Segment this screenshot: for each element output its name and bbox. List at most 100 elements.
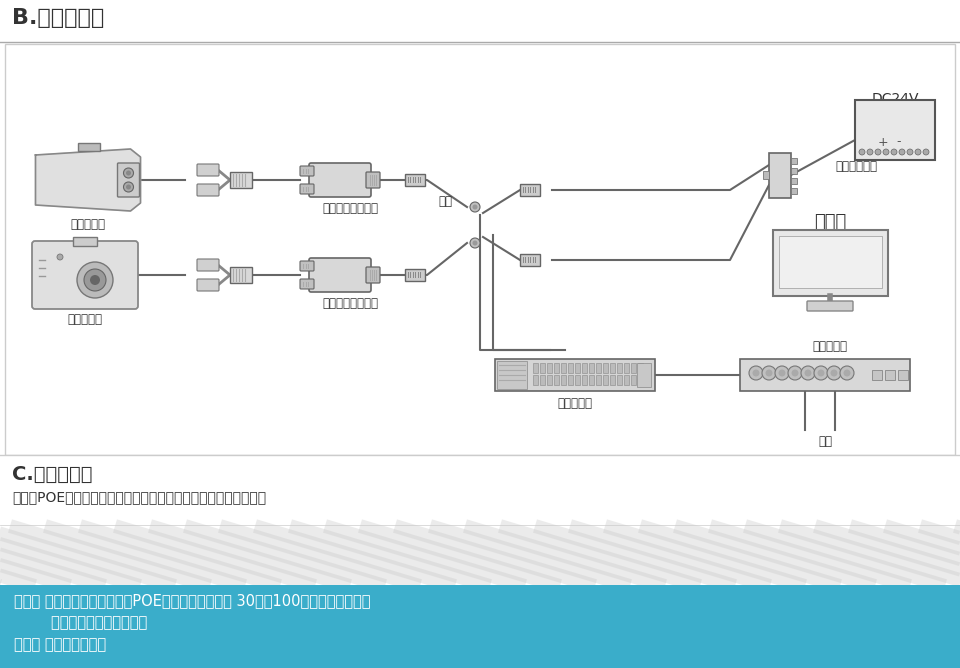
Circle shape <box>57 254 63 260</box>
Circle shape <box>814 366 828 380</box>
Text: B.连接示意图: B.连接示意图 <box>12 8 105 28</box>
FancyBboxPatch shape <box>300 166 314 176</box>
FancyBboxPatch shape <box>405 174 425 186</box>
Circle shape <box>470 202 480 212</box>
Text: 电源与信号分离器: 电源与信号分离器 <box>322 202 378 215</box>
Bar <box>533 363 538 373</box>
Bar <box>582 363 587 373</box>
FancyBboxPatch shape <box>366 267 380 283</box>
Circle shape <box>804 369 811 377</box>
Bar <box>78 143 100 151</box>
Bar <box>575 363 580 373</box>
Bar <box>791 178 797 184</box>
Circle shape <box>124 182 133 192</box>
Bar <box>624 375 629 385</box>
FancyBboxPatch shape <box>197 184 219 196</box>
Bar <box>561 363 566 373</box>
Text: 此方案POE分离器为配对使用，网线两端各一个；需自备交换机；: 此方案POE分离器为配对使用，网线两端各一个；需自备交换机； <box>12 490 266 504</box>
FancyBboxPatch shape <box>520 184 540 196</box>
Bar <box>568 363 573 373</box>
Bar <box>73 237 97 246</box>
Bar <box>603 363 608 373</box>
Bar <box>624 363 629 373</box>
Bar <box>540 363 545 373</box>
Bar <box>0 455 960 525</box>
Bar <box>631 363 636 373</box>
Bar <box>763 171 769 179</box>
Circle shape <box>891 149 897 155</box>
FancyBboxPatch shape <box>197 259 219 271</box>
Circle shape <box>753 369 759 377</box>
Bar <box>547 363 552 373</box>
Circle shape <box>791 369 799 377</box>
FancyBboxPatch shape <box>197 164 219 176</box>
Text: 选择性强；交换机自备；: 选择性强；交换机自备； <box>14 615 147 630</box>
FancyBboxPatch shape <box>300 261 314 271</box>
Bar <box>554 375 559 385</box>
Bar <box>885 370 895 380</box>
FancyBboxPatch shape <box>807 301 853 311</box>
Circle shape <box>883 149 889 155</box>
FancyBboxPatch shape <box>769 152 791 198</box>
FancyBboxPatch shape <box>773 230 887 296</box>
FancyBboxPatch shape <box>740 359 910 391</box>
Circle shape <box>899 149 905 155</box>
Circle shape <box>126 184 131 190</box>
FancyBboxPatch shape <box>300 184 314 194</box>
Text: 网线: 网线 <box>818 435 832 448</box>
Bar <box>582 375 587 385</box>
Circle shape <box>77 262 113 298</box>
Circle shape <box>907 149 913 155</box>
Circle shape <box>762 366 776 380</box>
FancyBboxPatch shape <box>495 359 655 391</box>
FancyBboxPatch shape <box>117 163 139 197</box>
Bar <box>540 375 545 385</box>
Bar <box>589 375 594 385</box>
Bar <box>533 375 538 385</box>
Bar <box>5 44 955 455</box>
Circle shape <box>875 149 881 155</box>
Circle shape <box>801 366 815 380</box>
Circle shape <box>472 204 477 210</box>
Bar <box>791 188 797 194</box>
FancyBboxPatch shape <box>230 267 252 283</box>
Bar <box>779 236 881 288</box>
Text: 网线: 网线 <box>438 195 452 208</box>
Bar <box>872 370 882 380</box>
Text: 电源与信号分离器: 电源与信号分离器 <box>322 297 378 310</box>
FancyBboxPatch shape <box>197 279 219 291</box>
Circle shape <box>84 269 106 291</box>
Bar <box>0 525 960 585</box>
Bar <box>617 375 622 385</box>
Text: DC24V: DC24V <box>872 92 919 106</box>
FancyBboxPatch shape <box>405 269 425 281</box>
Circle shape <box>126 170 131 176</box>
FancyBboxPatch shape <box>855 100 935 160</box>
Circle shape <box>765 369 773 377</box>
Text: 网络摄像头: 网络摄像头 <box>67 313 103 326</box>
Bar <box>561 375 566 385</box>
Bar <box>610 375 615 385</box>
Bar <box>631 375 636 385</box>
Bar <box>898 370 908 380</box>
Circle shape <box>775 366 789 380</box>
Text: C.注意事项：: C.注意事项： <box>12 465 92 484</box>
Circle shape <box>844 369 851 377</box>
Text: 缺点： 传输距离有限；: 缺点： 传输距离有限； <box>14 637 107 652</box>
Text: +: + <box>877 136 888 148</box>
Text: 网络录像机: 网络录像机 <box>812 340 848 353</box>
Bar <box>554 363 559 373</box>
Bar <box>638 363 643 373</box>
FancyBboxPatch shape <box>366 172 380 188</box>
Text: 网络交换机: 网络交换机 <box>558 397 592 410</box>
Text: 一拖四电源线: 一拖四电源线 <box>835 160 877 174</box>
Circle shape <box>472 240 477 246</box>
Bar <box>497 361 527 389</box>
Circle shape <box>859 149 865 155</box>
Bar <box>596 375 601 385</box>
Circle shape <box>779 369 785 377</box>
FancyBboxPatch shape <box>309 258 371 292</box>
Bar <box>791 168 797 174</box>
Bar <box>547 375 552 385</box>
Bar <box>603 375 608 385</box>
